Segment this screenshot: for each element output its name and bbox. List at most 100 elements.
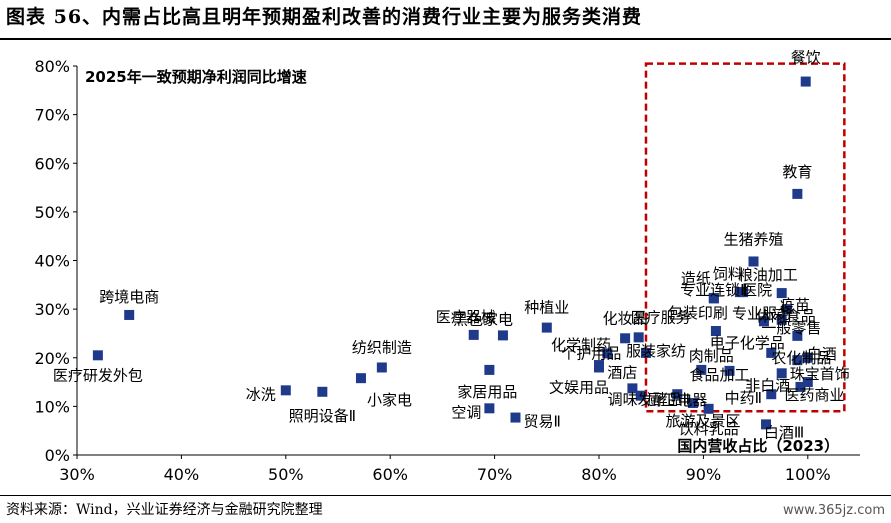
x-tick-label: 70%	[477, 465, 513, 484]
data-point	[710, 326, 721, 337]
data-label: 白酒	[807, 345, 837, 363]
data-label: 一般零售	[761, 319, 821, 337]
data-label: 饲料	[713, 265, 743, 283]
data-point	[497, 330, 508, 341]
data-label: 休闲食品	[756, 307, 816, 325]
data-label: 粮油加工	[738, 266, 798, 284]
x-tick-label: 30%	[59, 465, 95, 484]
data-point	[620, 333, 631, 344]
y-tick-label: 0%	[45, 446, 70, 465]
data-point	[766, 347, 777, 358]
data-point	[776, 288, 787, 299]
data-label: 纺织制造	[352, 338, 412, 356]
y-tick-label: 70%	[34, 106, 70, 125]
data-label: 疫苗	[780, 296, 810, 314]
data-point	[758, 316, 769, 327]
data-label: 文娱用品	[549, 378, 609, 396]
y-tick-label: 40%	[34, 252, 70, 271]
data-label: 医疗研发外包	[53, 366, 143, 384]
data-label: 黑色家电	[453, 310, 513, 328]
data-label: 酒店	[607, 363, 637, 381]
data-label: 照明设备Ⅱ	[289, 407, 356, 425]
y-tick-label: 80%	[34, 57, 70, 76]
data-point	[792, 330, 803, 341]
data-label: 化学制药	[551, 336, 611, 354]
data-label: 电子化学品	[710, 334, 785, 352]
data-point	[776, 314, 787, 325]
data-label: 肉制品	[689, 347, 734, 365]
data-label: 服装家纺	[626, 342, 686, 360]
data-label: 农化制品	[771, 349, 831, 367]
data-point	[781, 304, 792, 315]
data-point	[761, 419, 772, 430]
data-point	[317, 386, 328, 397]
data-label: 包装印刷	[668, 304, 728, 322]
data-label: 非白酒	[745, 376, 790, 394]
y-tick-label: 60%	[34, 154, 70, 173]
data-point	[541, 322, 552, 333]
data-label: 专业连锁Ⅱ	[680, 281, 747, 299]
data-point	[734, 287, 745, 298]
data-label: 珠宝首饰	[790, 365, 850, 383]
data-point	[355, 373, 366, 384]
data-point	[776, 368, 787, 379]
data-label: 厨卫电器	[647, 391, 707, 409]
x-tick-label: 40%	[164, 465, 200, 484]
data-point	[703, 403, 714, 414]
scatter-chart: 0% 10% 20% 30% 40% 50% 60% 70% 80% 30% 40% 50% 60% 70…	[34, 49, 860, 484]
data-point	[510, 412, 521, 423]
data-point	[280, 385, 291, 396]
title-divider	[0, 38, 891, 40]
data-point	[687, 397, 698, 408]
data-point	[640, 347, 651, 358]
watermark: www.365jz.com	[783, 503, 885, 518]
data-label: 医疗服务	[631, 308, 691, 326]
data-point	[795, 381, 806, 392]
data-label: 教育	[782, 163, 812, 181]
page-title: 图表 56、内需占比高且明年预期盈利改善的消费行业主要为服务类消费	[6, 6, 643, 28]
data-point	[724, 365, 735, 376]
data-label: 跨境电商	[99, 288, 159, 306]
data-label: 调味发酵品Ⅱ	[608, 391, 690, 409]
data-label: 冰洗	[246, 385, 276, 403]
data-point	[792, 355, 803, 366]
data-point	[672, 389, 683, 400]
data-label: 餐饮	[791, 49, 821, 67]
data-label: 医院	[742, 281, 772, 299]
data-label: 饮料乳品	[679, 420, 739, 438]
footer-divider	[0, 495, 891, 496]
data-point	[792, 188, 803, 199]
data-label: 个护用品	[561, 344, 621, 362]
data-label: 贸易Ⅱ	[523, 413, 560, 431]
highlight-box	[644, 62, 846, 413]
data-label: 中药Ⅱ	[725, 389, 762, 407]
data-point	[627, 383, 638, 394]
x-tick-label: 100%	[785, 465, 831, 484]
x-axis-title: 国内营收占比（2023）	[677, 437, 839, 455]
data-point	[484, 403, 495, 414]
data-label: 医药商业	[784, 386, 844, 404]
data-point	[92, 350, 103, 361]
y-tick-label: 50%	[34, 203, 70, 222]
data-point	[800, 76, 811, 87]
data-label: 小家电	[367, 391, 412, 409]
data-point	[484, 364, 495, 375]
data-label: 医疗器械	[436, 308, 496, 326]
data-label: 旅游及景区	[665, 412, 740, 430]
data-point	[633, 332, 644, 343]
data-point	[635, 390, 646, 401]
x-tick-label: 50%	[268, 465, 304, 484]
x-tick-label: 80%	[581, 465, 617, 484]
data-point	[766, 389, 777, 400]
data-point	[708, 293, 719, 304]
y-tick-label: 10%	[34, 397, 70, 416]
x-tick-label: 90%	[686, 465, 722, 484]
data-label: 专业服务	[732, 304, 792, 322]
data-label: 化妆品	[603, 309, 648, 327]
data-point	[376, 362, 387, 373]
data-label: 食品加工	[689, 366, 749, 384]
data-label: 种植业	[524, 299, 569, 317]
x-tick-label: 60%	[372, 465, 408, 484]
data-point	[602, 348, 613, 359]
source-note: 资料来源：Wind，兴业证券经济与金融研究院整理	[6, 502, 323, 518]
